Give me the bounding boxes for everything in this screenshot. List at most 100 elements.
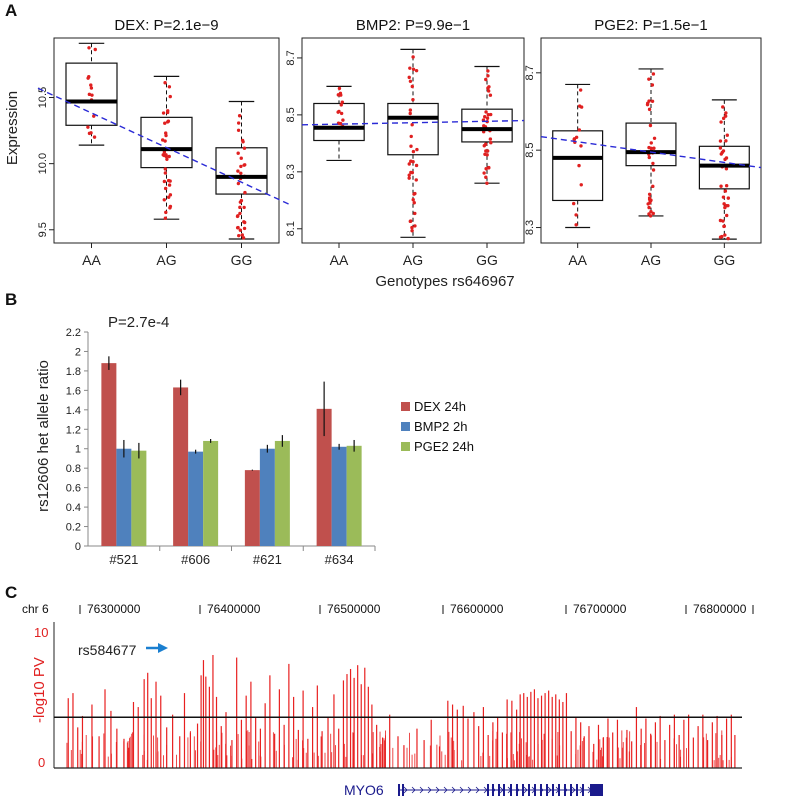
allele-ratio-bar-chart: 0 0.2 0.4 0.6 0.8 1 1.2 1.4 1.6 1.8 2 2.2 #521 #606 #6… bbox=[66, 327, 376, 567]
bar bbox=[274, 440, 290, 546]
legend-label: PGE2 24h bbox=[414, 439, 474, 454]
y-tick-label: 1.8 bbox=[66, 366, 81, 378]
data-point bbox=[238, 211, 242, 216]
manhattan-bars bbox=[66, 655, 736, 768]
data-point bbox=[649, 209, 653, 214]
y-tick-label: 0.8 bbox=[66, 463, 81, 475]
x-tick-label: #621 bbox=[253, 552, 282, 567]
x-tick-label: GG bbox=[476, 252, 498, 268]
data-point bbox=[651, 161, 655, 166]
data-point bbox=[90, 93, 94, 97]
data-point bbox=[722, 202, 726, 206]
y-tick-label: 0 bbox=[75, 541, 81, 553]
strand-chevron-icon bbox=[571, 786, 576, 794]
data-point bbox=[242, 220, 247, 225]
panel-a-x-axis-label: Genotypes rs646967 bbox=[375, 273, 514, 290]
data-point bbox=[723, 114, 728, 118]
exon bbox=[503, 784, 505, 796]
exon bbox=[522, 784, 524, 796]
data-point bbox=[579, 183, 583, 187]
data-point bbox=[726, 196, 731, 200]
exon bbox=[534, 784, 536, 796]
exon bbox=[528, 784, 530, 796]
position-label: 76500000 bbox=[327, 602, 381, 616]
data-point bbox=[240, 138, 245, 143]
y-tick-label: 10.0 bbox=[37, 153, 49, 174]
data-point bbox=[236, 128, 241, 132]
data-point bbox=[414, 163, 419, 168]
data-point bbox=[724, 167, 729, 171]
data-point bbox=[647, 205, 651, 210]
data-point bbox=[484, 110, 488, 114]
panel-c-y-tick-10: 10 bbox=[34, 625, 48, 640]
bar bbox=[259, 448, 275, 546]
data-point bbox=[648, 199, 653, 203]
panel-a: Expression Genotypes rs646967 DEX: P=2.1… bbox=[4, 17, 762, 290]
y-tick-label: 8.5 bbox=[524, 143, 536, 158]
exon bbox=[590, 784, 603, 796]
data-point bbox=[411, 97, 415, 102]
data-point bbox=[410, 123, 414, 127]
strand-chevron-icon bbox=[475, 786, 480, 794]
chromosome-label: chr 6 bbox=[22, 602, 49, 616]
data-point bbox=[236, 151, 240, 155]
strand-chevron-icon bbox=[427, 786, 432, 794]
data-point bbox=[238, 200, 243, 204]
x-tick-label: GG bbox=[713, 252, 735, 268]
data-point bbox=[651, 184, 655, 189]
data-point bbox=[724, 111, 728, 115]
strand-chevron-icon bbox=[419, 786, 424, 794]
bar bbox=[203, 440, 219, 546]
data-point bbox=[409, 159, 413, 163]
data-point bbox=[489, 112, 493, 117]
data-point bbox=[651, 168, 656, 172]
y-tick-label: 1.2 bbox=[66, 424, 81, 436]
exon bbox=[398, 784, 400, 796]
data-point bbox=[723, 189, 728, 193]
data-point bbox=[412, 192, 416, 196]
data-point bbox=[407, 173, 411, 177]
data-point bbox=[239, 156, 243, 160]
data-point bbox=[721, 195, 726, 199]
data-point bbox=[242, 205, 246, 210]
panel-label-b: B bbox=[5, 290, 17, 309]
data-point bbox=[164, 153, 168, 157]
data-point bbox=[241, 236, 246, 240]
data-point bbox=[164, 210, 168, 215]
legend-label: BMP2 2h bbox=[414, 419, 467, 434]
x-tick-label: AG bbox=[156, 252, 176, 268]
strand-chevron-icon bbox=[523, 786, 528, 794]
y-tick-label: 8.3 bbox=[285, 164, 297, 179]
exon bbox=[576, 784, 578, 796]
x-tick-label: AG bbox=[403, 252, 423, 268]
data-point bbox=[577, 104, 582, 108]
data-point bbox=[409, 134, 413, 139]
regression-trend-line bbox=[540, 135, 762, 169]
data-point bbox=[164, 133, 168, 138]
data-point bbox=[486, 166, 491, 170]
data-point bbox=[724, 156, 729, 160]
genomic-position-ruler: 76300000 76400000 76500000 76600000 76700000… bbox=[79, 602, 754, 616]
data-point bbox=[87, 46, 91, 50]
position-label: 76300000 bbox=[87, 602, 141, 616]
data-point bbox=[723, 233, 727, 237]
data-point bbox=[87, 92, 92, 97]
data-point bbox=[414, 68, 419, 73]
strand-chevron-icon bbox=[443, 786, 448, 794]
data-point bbox=[645, 101, 650, 106]
exon bbox=[558, 784, 560, 796]
data-point bbox=[235, 214, 240, 219]
data-point bbox=[163, 186, 168, 191]
data-point bbox=[488, 137, 493, 141]
position-label: 76400000 bbox=[207, 602, 261, 616]
data-point bbox=[89, 86, 94, 90]
data-point bbox=[161, 153, 165, 157]
data-point bbox=[725, 133, 729, 137]
data-point bbox=[652, 136, 657, 141]
data-point bbox=[485, 149, 490, 153]
data-point bbox=[488, 93, 493, 97]
data-point bbox=[92, 135, 97, 139]
data-point bbox=[87, 74, 91, 79]
gene-label: MYO6 bbox=[344, 782, 384, 798]
